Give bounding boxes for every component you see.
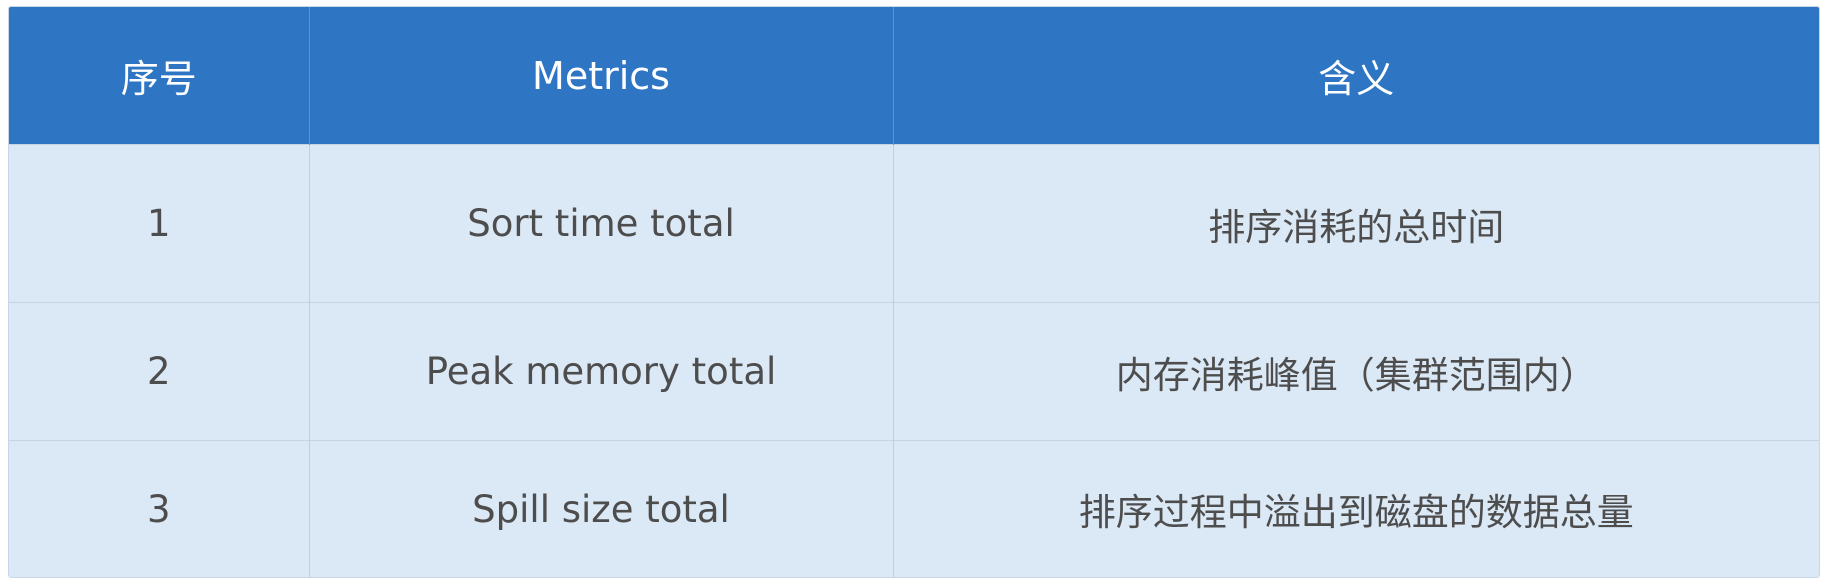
- cell-metric: Spill size total: [309, 440, 894, 577]
- table-row: 3 Spill size total 排序过程中溢出到磁盘的数据总量: [9, 440, 1819, 577]
- cell-meaning: 排序过程中溢出到磁盘的数据总量: [893, 440, 1819, 577]
- table-row: 1 Sort time total 排序消耗的总时间: [9, 144, 1819, 303]
- cell-meaning: 内存消耗峰值（集群范围内）: [893, 302, 1819, 441]
- cell-index: 3: [9, 440, 310, 577]
- cell-meaning: 排序消耗的总时间: [893, 144, 1819, 303]
- header-metrics: Metrics: [309, 7, 894, 145]
- table-header: 序号 Metrics 含义: [9, 7, 1819, 145]
- metrics-table: 序号 Metrics 含义 1 Sort time total 排序消耗的总时间…: [9, 7, 1819, 577]
- cell-index: 1: [9, 144, 310, 303]
- cell-metric: Sort time total: [309, 144, 894, 303]
- header-row: 序号 Metrics 含义: [9, 7, 1819, 145]
- cell-metric: Peak memory total: [309, 302, 894, 441]
- header-meaning: 含义: [893, 7, 1819, 145]
- header-index: 序号: [9, 7, 310, 145]
- metrics-table-container: 序号 Metrics 含义 1 Sort time total 排序消耗的总时间…: [8, 6, 1820, 578]
- cell-index: 2: [9, 302, 310, 441]
- table-body: 1 Sort time total 排序消耗的总时间 2 Peak memory…: [9, 144, 1819, 577]
- table-row: 2 Peak memory total 内存消耗峰值（集群范围内）: [9, 302, 1819, 441]
